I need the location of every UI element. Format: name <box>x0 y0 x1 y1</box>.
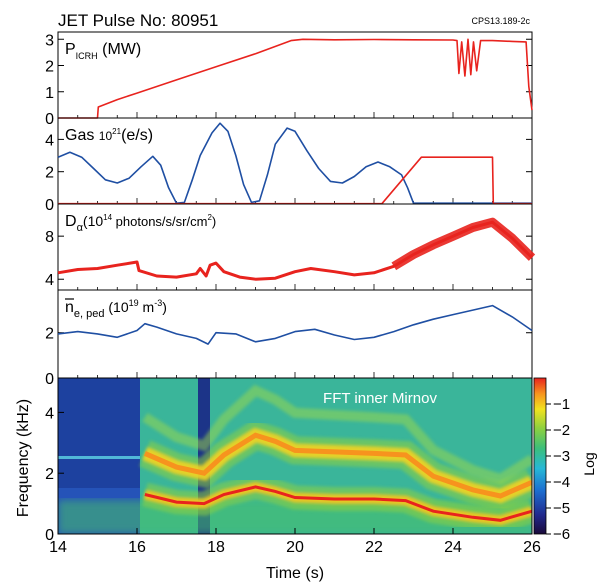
colorbar-tick-label: −4 <box>553 474 570 491</box>
colorbar-tick-label: −3 <box>553 448 570 465</box>
x-tick-label: 14 <box>49 539 67 556</box>
x-tick-label: 24 <box>444 539 462 556</box>
y-tick-label: 3 <box>45 32 54 49</box>
colorbar-tick-label: −2 <box>553 422 570 439</box>
y-tick-label: 8 <box>45 229 54 246</box>
panel-label: PICRH (MW) <box>65 41 141 61</box>
colorbar-label: Log <box>581 452 597 475</box>
x-axis: 14 16 18 20 22 24 26 <box>49 528 541 556</box>
y-tick-label: 4 <box>45 272 54 289</box>
pulse-title: JET Pulse No: 80951 <box>58 11 218 30</box>
y-tick-label: 1 <box>45 85 54 102</box>
x-tick-label: 20 <box>286 539 304 556</box>
y-tick-label: 2 <box>45 466 54 483</box>
colorbar-ticks: −1 −2 −3 −4 −5 −6 <box>546 396 570 543</box>
y-tick-label: 4 <box>45 405 54 422</box>
colorbar-tick-label: −5 <box>553 500 570 517</box>
y-tick-label: 0 <box>45 371 54 388</box>
panel-label: Gas 1021(e/s) <box>65 127 153 144</box>
series-line-red <box>58 156 532 205</box>
series-line-red <box>58 38 533 119</box>
x-axis-label: Time (s) <box>266 565 324 582</box>
colorbar: −1 −2 −3 −4 −5 −6 Log <box>533 377 597 543</box>
panel-density: 0 2 ne, ped (1019 m-3) <box>45 289 533 388</box>
panel-picrh: 0 1 2 3 PICRH (MW) <box>45 31 533 128</box>
x-tick-label: 22 <box>365 539 383 556</box>
spectrogram-panel: FFT inner Mirnov 0 2 4 <box>45 377 533 544</box>
spectrogram-early-dark <box>58 378 140 488</box>
y-tick-label: 2 <box>45 326 54 343</box>
y-tick-label: 4 <box>45 132 54 149</box>
colorbar-tick-label: −1 <box>553 396 570 413</box>
spectrogram-modes <box>139 384 532 533</box>
x-tick-label: 26 <box>523 539 541 556</box>
mode-line <box>144 485 532 522</box>
spectrogram-line <box>58 456 140 459</box>
colorbar-scale <box>533 377 547 535</box>
y-tick-label: 0 <box>45 527 54 544</box>
y-tick-label: 2 <box>45 59 54 76</box>
y-tick-label: 0 <box>45 197 54 214</box>
panel-gas: 0 2 4 Gas 1021(e/s) <box>45 117 533 214</box>
y-axis-label: Frequency (kHz) <box>15 399 32 517</box>
series-envelope <box>391 217 536 271</box>
mode-harmonic <box>142 384 532 485</box>
series-line-blue <box>57 122 532 204</box>
panels: 0 1 2 3 PICRH (MW) 0 2 4 Gas 1021(e/s) 4 8 Dα(1014 … <box>45 31 536 388</box>
x-tick-label: 16 <box>128 539 146 556</box>
panel-dalpha: 4 8 Dα(1014 photons/s/sr/cm2) <box>45 203 536 291</box>
figure-code: CPS13.189-2c <box>471 16 530 26</box>
panel-label: Dα(1014 photons/s/sr/cm2) <box>65 213 216 234</box>
panel-label: ne, ped (1019 m-3) <box>65 298 167 320</box>
y-tick-label: 2 <box>45 165 54 182</box>
mode-line <box>143 432 532 499</box>
y-tick-label: 0 <box>45 111 54 128</box>
series-line-blue <box>57 304 533 345</box>
x-tick-label: 18 <box>207 539 225 556</box>
colorbar-tick-label: −6 <box>553 526 570 543</box>
spectrogram-annotation: FFT inner Mirnov <box>323 390 437 407</box>
